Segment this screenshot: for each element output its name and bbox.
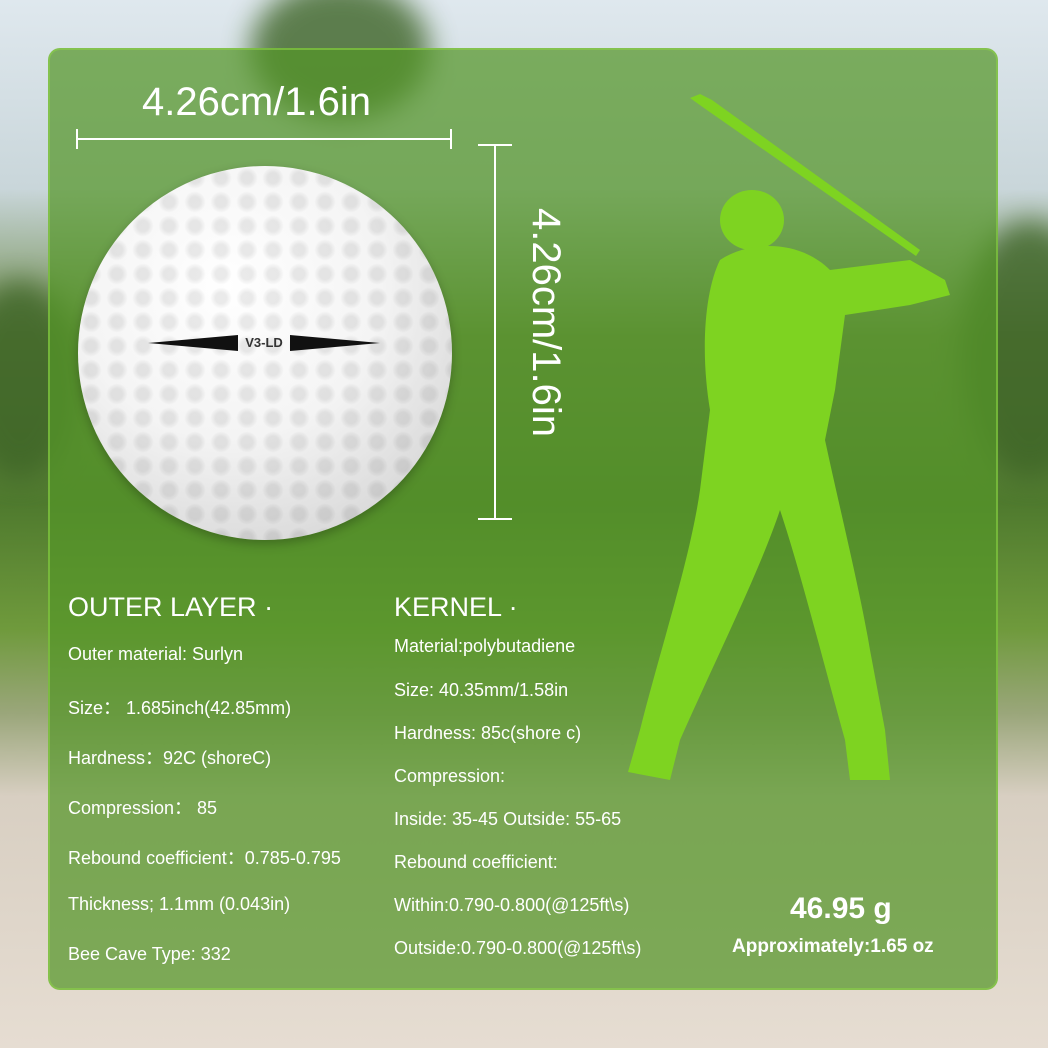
kernel-spec-material: Material:polybutadiene — [394, 636, 576, 656]
height-dimension-line — [478, 144, 512, 520]
width-dimension-line — [76, 129, 452, 149]
ball-marking: V3-LD — [245, 335, 283, 350]
outer-layer-title: OUTER LAYER · — [68, 592, 274, 622]
outer-spec-rebound: Rebound coefficient：0.785-0.795 — [68, 848, 341, 868]
kernel-spec-compression-values: Inside: 35-45 Outside: 55-65 — [394, 809, 622, 829]
outer-spec-compression: Compression： 85 — [68, 798, 218, 818]
outer-spec-hardness: Hardness：92C (shoreC) — [68, 748, 272, 768]
kernel-spec-hardness: Hardness: 85c(shore c) — [394, 723, 582, 743]
width-label: 4.26cm/1.6in — [142, 80, 372, 124]
kernel-title: KERNEL · — [394, 592, 518, 622]
ball-arrow-mark — [148, 335, 380, 351]
kernel-spec-compression: Compression: — [394, 766, 506, 786]
outer-spec-material: Outer material: Surlyn — [68, 644, 244, 664]
outer-spec-dimple-type: Bee Cave Type: 332 — [68, 944, 231, 964]
ball-dimples — [78, 166, 452, 540]
kernel-spec-rebound-outside: Outside:0.790-0.800(@125ft\s) — [394, 938, 642, 958]
weight-grams: 46.95 g — [790, 892, 892, 925]
height-label: 4.26cm/1.6in — [524, 208, 568, 438]
kernel-spec-rebound: Rebound coefficient: — [394, 852, 558, 872]
outer-spec-thickness: Thickness; 1.1mm (0.043in) — [68, 894, 291, 914]
kernel-spec-rebound-within: Within:0.790-0.800(@125ft\s) — [394, 895, 630, 915]
weight-ounces: Approximately:1.65 oz — [732, 936, 934, 957]
golf-ball-image: V3-LD — [78, 166, 452, 540]
golfer-silhouette-icon — [628, 94, 950, 781]
kernel-spec-size: Size: 40.35mm/1.58in — [394, 680, 569, 700]
outer-spec-size: Size： 1.685inch(42.85mm) — [68, 698, 292, 718]
